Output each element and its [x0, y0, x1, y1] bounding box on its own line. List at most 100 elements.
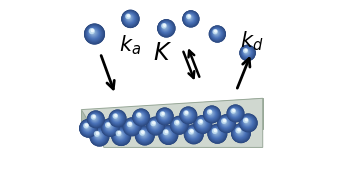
- Circle shape: [173, 119, 184, 130]
- Circle shape: [239, 114, 257, 132]
- Circle shape: [232, 110, 237, 115]
- Circle shape: [90, 128, 108, 145]
- Circle shape: [236, 128, 245, 137]
- Circle shape: [224, 121, 226, 123]
- Circle shape: [239, 114, 257, 132]
- Circle shape: [232, 110, 236, 114]
- Circle shape: [90, 30, 96, 36]
- Circle shape: [133, 110, 149, 125]
- Circle shape: [162, 112, 164, 115]
- Circle shape: [161, 112, 167, 119]
- Circle shape: [208, 111, 213, 116]
- Circle shape: [138, 115, 142, 118]
- Text: $k_a$: $k_a$: [119, 34, 141, 57]
- Circle shape: [93, 130, 105, 142]
- Circle shape: [89, 113, 101, 125]
- Circle shape: [175, 120, 179, 125]
- Circle shape: [175, 121, 182, 128]
- Circle shape: [175, 121, 181, 127]
- Circle shape: [233, 111, 236, 113]
- Circle shape: [149, 119, 161, 132]
- Circle shape: [189, 17, 190, 18]
- Circle shape: [91, 30, 96, 35]
- Circle shape: [152, 122, 157, 128]
- Circle shape: [150, 121, 160, 130]
- Circle shape: [141, 132, 146, 137]
- Circle shape: [163, 129, 172, 139]
- Circle shape: [89, 29, 94, 33]
- Circle shape: [86, 124, 88, 126]
- Circle shape: [246, 120, 248, 123]
- Circle shape: [80, 119, 97, 137]
- Circle shape: [114, 128, 128, 143]
- Circle shape: [194, 116, 212, 133]
- Circle shape: [214, 31, 218, 35]
- Circle shape: [204, 107, 220, 122]
- Circle shape: [182, 110, 193, 120]
- Circle shape: [228, 106, 242, 120]
- Circle shape: [164, 26, 166, 28]
- Circle shape: [142, 133, 144, 135]
- Circle shape: [185, 112, 190, 117]
- Circle shape: [206, 108, 217, 119]
- Circle shape: [125, 119, 139, 133]
- Circle shape: [92, 31, 94, 33]
- Circle shape: [236, 129, 244, 136]
- Circle shape: [92, 32, 93, 33]
- Circle shape: [137, 113, 141, 117]
- Circle shape: [245, 51, 248, 53]
- Circle shape: [172, 118, 186, 132]
- Circle shape: [125, 119, 139, 134]
- Circle shape: [91, 129, 107, 144]
- Circle shape: [87, 27, 100, 40]
- Circle shape: [128, 123, 133, 128]
- Circle shape: [212, 29, 221, 38]
- Circle shape: [246, 51, 247, 53]
- Circle shape: [149, 119, 162, 132]
- Circle shape: [245, 50, 248, 54]
- Circle shape: [87, 26, 101, 41]
- Circle shape: [180, 107, 196, 124]
- Circle shape: [92, 115, 96, 119]
- Circle shape: [244, 118, 251, 126]
- Circle shape: [82, 122, 94, 133]
- Circle shape: [212, 128, 221, 138]
- Circle shape: [123, 118, 141, 136]
- Circle shape: [90, 127, 109, 146]
- Circle shape: [243, 48, 251, 56]
- Circle shape: [112, 127, 130, 145]
- Circle shape: [219, 116, 233, 130]
- Circle shape: [166, 132, 168, 134]
- Circle shape: [205, 107, 219, 121]
- Circle shape: [234, 127, 246, 139]
- Circle shape: [86, 126, 88, 128]
- Circle shape: [222, 119, 229, 127]
- Circle shape: [92, 129, 107, 144]
- Circle shape: [162, 24, 168, 30]
- Circle shape: [185, 112, 187, 113]
- Circle shape: [85, 125, 89, 129]
- Circle shape: [182, 109, 194, 121]
- Circle shape: [147, 118, 164, 134]
- Circle shape: [245, 120, 249, 123]
- Circle shape: [103, 120, 118, 135]
- Circle shape: [157, 108, 172, 124]
- Circle shape: [82, 121, 95, 134]
- Circle shape: [164, 130, 171, 138]
- Circle shape: [93, 130, 105, 143]
- Circle shape: [123, 12, 137, 26]
- Circle shape: [107, 123, 109, 125]
- Circle shape: [140, 131, 147, 138]
- Circle shape: [130, 125, 131, 126]
- Circle shape: [93, 117, 96, 120]
- Circle shape: [240, 115, 256, 130]
- Circle shape: [187, 15, 191, 19]
- Circle shape: [204, 106, 220, 123]
- Circle shape: [95, 132, 99, 136]
- Circle shape: [181, 108, 195, 122]
- Circle shape: [210, 126, 224, 140]
- Circle shape: [107, 124, 111, 129]
- Circle shape: [209, 111, 213, 115]
- Circle shape: [91, 31, 95, 35]
- Circle shape: [80, 120, 96, 136]
